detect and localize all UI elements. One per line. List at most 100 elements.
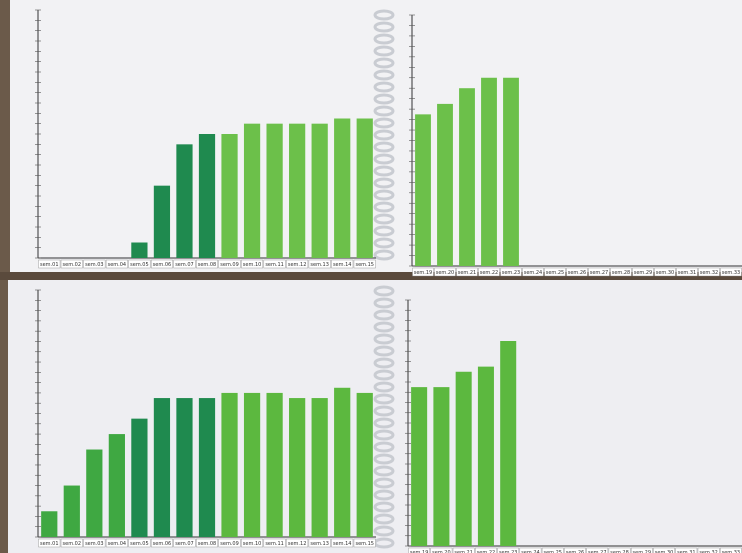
- bar: [415, 114, 431, 267]
- bar: [131, 242, 148, 258]
- x-tick-label: sem.02: [63, 541, 82, 547]
- x-tick-label: sem.27: [588, 550, 607, 553]
- bar: [433, 387, 450, 546]
- category-box: [544, 267, 566, 277]
- bar: [243, 392, 261, 537]
- spiral-ring: [373, 369, 395, 381]
- category-box: [218, 259, 241, 269]
- category-box: [173, 259, 196, 269]
- x-tick-label: sem.11: [265, 262, 284, 268]
- x-tick-label: sem.25: [546, 270, 565, 276]
- x-tick-label: sem.33: [722, 550, 741, 553]
- x-tick-label: sem.13: [310, 541, 329, 547]
- x-tick-label: sem.22: [477, 550, 496, 553]
- category-box: [608, 547, 631, 553]
- bar: [356, 392, 373, 537]
- bar: [221, 134, 238, 258]
- category-box: [286, 538, 309, 548]
- category-box: [60, 259, 83, 269]
- x-tick-label: sem.08: [198, 262, 217, 268]
- category-box: [630, 547, 653, 553]
- spiral-ring: [373, 177, 395, 189]
- x-tick-label: sem.10: [243, 541, 262, 547]
- x-tick-label: sem.06: [153, 262, 172, 268]
- category-box: [610, 267, 632, 277]
- x-tick-label: sem.01: [40, 262, 59, 268]
- x-tick-label: sem.14: [333, 262, 352, 268]
- category-box: [475, 547, 497, 553]
- x-tick-label: sem.22: [480, 270, 499, 276]
- bar: [176, 144, 193, 258]
- bar: [266, 392, 283, 537]
- spiral-ring: [373, 477, 395, 489]
- bar: [289, 123, 306, 259]
- spiral-ring: [373, 9, 395, 21]
- spiral-ring: [373, 249, 395, 261]
- x-tick-label: sem.12: [288, 262, 307, 268]
- spiral-ring: [373, 213, 395, 225]
- x-tick-label: sem.21: [458, 270, 477, 276]
- bar: [477, 366, 494, 546]
- x-tick-label: sem.26: [568, 270, 587, 276]
- bar: [243, 123, 261, 259]
- x-tick-label: sem.03: [85, 262, 104, 268]
- category-box: [675, 547, 698, 553]
- spiral-ring: [373, 33, 395, 45]
- x-tick-label: sem.32: [699, 550, 718, 553]
- category-box: [566, 267, 588, 277]
- bar: [86, 449, 103, 537]
- category-box: [353, 538, 376, 548]
- category-box: [676, 267, 698, 277]
- spiral-ring: [373, 93, 395, 105]
- bar: [153, 185, 171, 258]
- category-box: [588, 267, 610, 277]
- category-box: [241, 538, 264, 548]
- spiral-ring: [373, 141, 395, 153]
- spiral-ring: [373, 297, 395, 309]
- spiral-ring: [373, 45, 395, 57]
- category-box: [412, 267, 434, 277]
- bar: [153, 398, 171, 537]
- bar: [41, 511, 58, 537]
- bar: [481, 77, 497, 266]
- x-tick-label: sem.04: [108, 541, 127, 547]
- category-box: [522, 267, 544, 277]
- x-tick-label: sem.07: [175, 541, 194, 547]
- x-tick-label: sem.01: [40, 541, 59, 547]
- x-tick-label: sem.06: [153, 541, 172, 547]
- spiral-ring: [373, 225, 395, 237]
- x-tick-label: sem.20: [436, 270, 455, 276]
- category-box: [698, 267, 720, 277]
- category-box: [105, 259, 128, 269]
- x-tick-label: sem.30: [656, 270, 675, 276]
- bar: [131, 418, 148, 537]
- x-tick-label: sem.33: [722, 270, 741, 276]
- x-tick-label: sem.02: [63, 262, 82, 268]
- category-box: [408, 547, 430, 553]
- bar: [289, 398, 306, 537]
- x-tick-label: sem.25: [543, 550, 562, 553]
- bar: [108, 434, 125, 537]
- spiral-ring: [373, 381, 395, 393]
- spiral-ring: [373, 189, 395, 201]
- x-tick-label: sem.08: [198, 541, 217, 547]
- category-box: [83, 259, 106, 269]
- spiral-ring: [373, 345, 395, 357]
- spiral-ring: [373, 129, 395, 141]
- category-box: [38, 538, 61, 548]
- category-box: [128, 538, 151, 548]
- x-tick-label: sem.07: [175, 262, 194, 268]
- x-tick-label: sem.23: [499, 550, 518, 553]
- category-box: [218, 538, 241, 548]
- x-tick-label: sem.05: [130, 541, 149, 547]
- x-tick-label: sem.29: [634, 270, 653, 276]
- gap: [0, 272, 742, 280]
- x-tick-label: sem.10: [243, 262, 262, 268]
- bar: [503, 77, 519, 266]
- x-tick-label: sem.14: [333, 541, 352, 547]
- spiral-ring: [373, 441, 395, 453]
- spiral-ring: [373, 333, 395, 345]
- category-box: [308, 538, 331, 548]
- x-tick-label: sem.09: [220, 541, 239, 547]
